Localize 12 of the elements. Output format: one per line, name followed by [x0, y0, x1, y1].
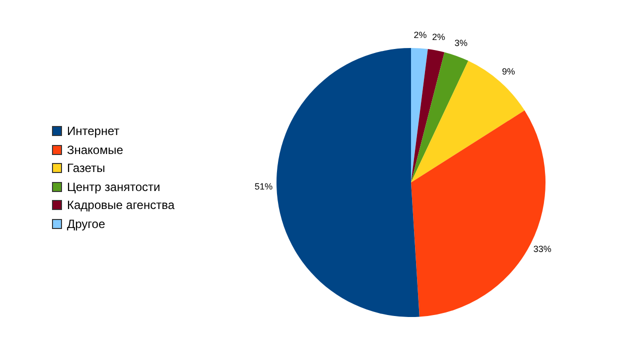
legend-label: Центр занятости: [67, 180, 160, 194]
legend-label: Знакомые: [67, 142, 124, 157]
data-label: 9%: [502, 66, 516, 76]
data-label: 3%: [454, 38, 468, 48]
data-label: 2%: [414, 30, 427, 40]
legend-label: Интернет: [67, 124, 120, 138]
data-label: 33%: [533, 244, 552, 254]
legend-label: Кадровые агенства: [67, 198, 175, 212]
data-label: 51%: [254, 182, 273, 192]
legend-label: Другое: [67, 216, 106, 231]
data-label: 2%: [432, 32, 446, 42]
legend-label: Газеты: [67, 161, 106, 176]
